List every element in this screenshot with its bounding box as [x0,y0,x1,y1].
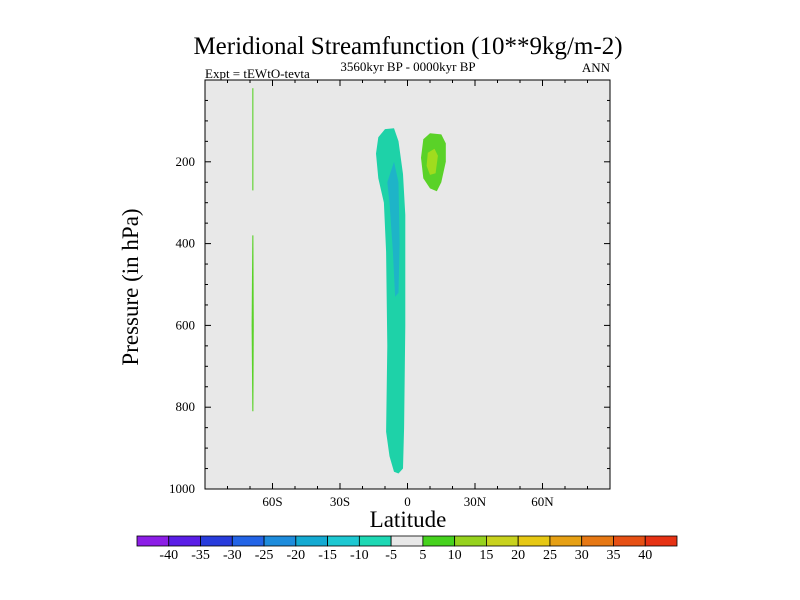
northern-tropical-positive-core [426,148,438,175]
colorbar-label: 10 [448,548,462,563]
colorbar-box [327,535,360,547]
colorbar-box [581,535,614,547]
y-tick-label: 400 [176,236,196,251]
experiment-label: Expt = tEWtO-tevta [205,66,310,81]
colorbar-label: -25 [255,548,274,563]
chart-title: Meridional Streamfunction (10**9kg/m-2) [193,33,622,60]
x-tick-label: 30N [464,494,487,509]
colorbar-label: -30 [223,548,242,563]
x-tick-label: 0 [404,494,411,509]
y-tick-label: 200 [176,154,196,169]
x-axis-label: Latitude [370,507,447,532]
plot-background [205,80,610,489]
colorbar-box [390,535,424,547]
colorbar-label: -15 [318,548,337,563]
y-tick-label: 800 [176,399,196,414]
colorbar-label: 20 [511,548,525,563]
colorbar-label: 5 [419,548,426,563]
colorbar-box [549,535,583,547]
equatorial-negative-core [387,161,400,297]
colorbar-box [263,535,297,547]
time-period-label: 3560kyr BP - 0000kyr BP [340,59,475,74]
colorbar-label: 25 [543,548,557,563]
colorbar: -40 -35 -30 -25 -20 -15 -10 -5 5 10 15 20 25 30 35 40 [136,535,678,563]
colorbar-box [517,535,551,547]
colorbar-box [486,535,519,547]
colorbar-box [295,535,328,547]
colorbar-box [231,535,265,547]
colorbar-label: 35 [606,548,620,563]
colorbar-label: -20 [286,548,305,563]
season-label: ANN [582,60,611,75]
x-tick-label: 60N [531,494,554,509]
southern-high-latitude-positive-strip-lower [251,235,254,412]
colorbar-box [358,535,392,547]
y-tick-label: 1000 [169,481,195,496]
x-tick-label: 60S [262,494,282,509]
colorbar-label: -35 [191,548,210,563]
colorbar-box [136,535,170,547]
southern-high-latitude-positive-strip [252,88,254,191]
x-axis-ticks: 60S 30S 0 30N 60N [204,80,611,509]
colorbar-box [200,535,233,547]
colorbar-label: -40 [159,548,178,563]
colorbar-label: 30 [575,548,589,563]
colorbar-box [613,535,646,547]
x-tick-label: 30S [330,494,350,509]
contour-regions [251,88,446,474]
colorbar-label: -5 [385,548,397,563]
colorbar-label: 15 [479,548,493,563]
colorbar-label: -10 [350,548,369,563]
y-axis-label: Pressure (in hPa) [118,208,143,365]
colorbar-box [644,535,678,547]
colorbar-box [168,535,201,547]
y-axis-ticks: 200 400 600 800 1000 [169,79,610,496]
colorbar-box [422,535,456,547]
colorbar-box [454,535,487,547]
y-tick-label: 600 [176,317,196,332]
colorbar-label: 40 [638,548,652,563]
